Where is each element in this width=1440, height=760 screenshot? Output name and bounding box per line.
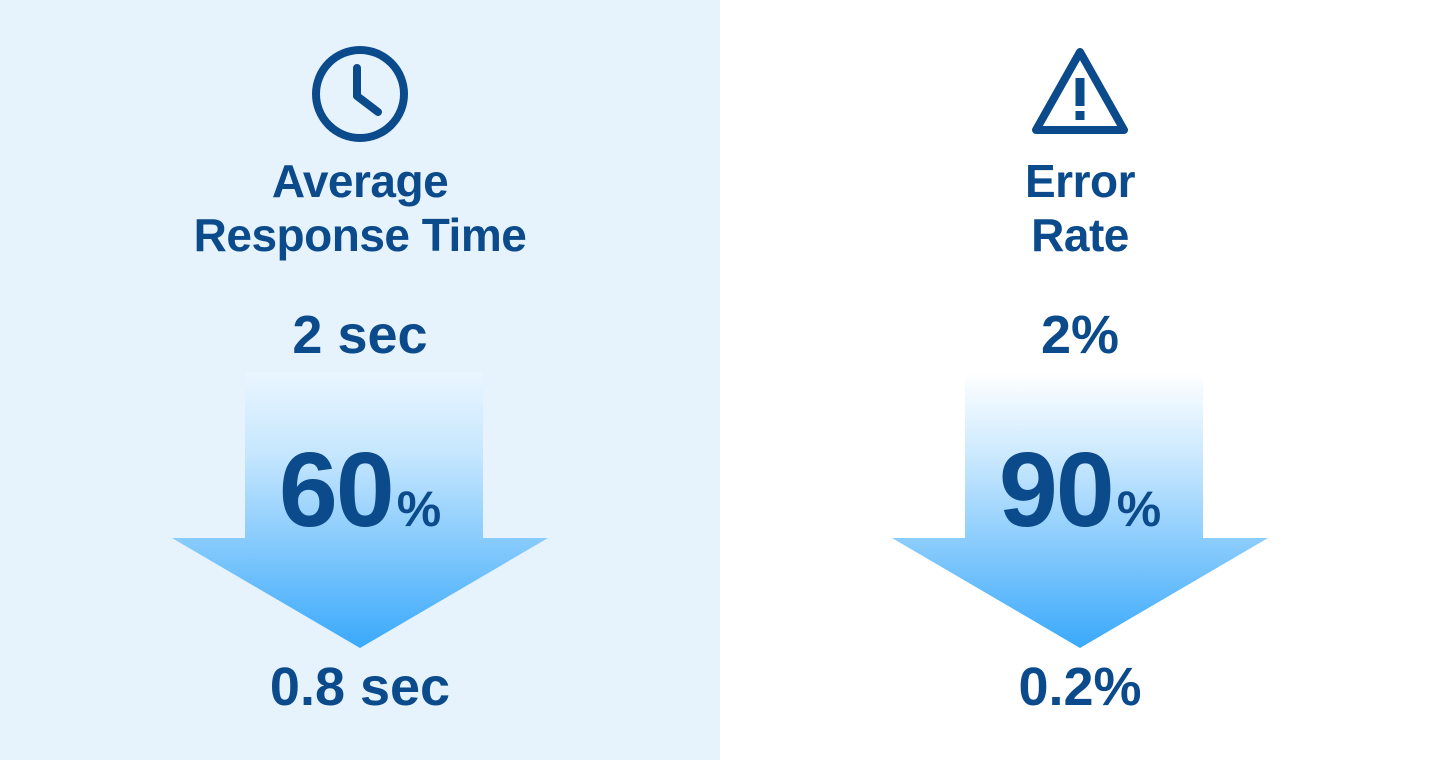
- metric-title-line-2: Rate: [1031, 209, 1129, 261]
- metric-title-line-1: Error: [1025, 155, 1135, 207]
- clock-icon: [310, 44, 410, 144]
- reduction-number: 90: [998, 431, 1115, 549]
- metric-title-line-1: Average: [271, 155, 449, 207]
- reduction-unit: %: [1116, 481, 1162, 537]
- reduction-unit: %: [396, 481, 442, 537]
- down-arrow-icon: [170, 372, 550, 650]
- response-time-panel: Average Response Time 2 sec 60% 0.8 sec: [0, 0, 720, 760]
- metric-title: Average Response Time: [0, 154, 720, 262]
- before-value: 2%: [1040, 305, 1120, 365]
- reduction-percentage: 60%: [0, 430, 720, 582]
- before-value: 2 sec: [292, 305, 428, 365]
- reduction-percentage: 90%: [720, 430, 1440, 582]
- error-rate-panel: Error Rate 2% 90% 0.2%: [720, 0, 1440, 760]
- metric-title: Error Rate: [720, 154, 1440, 262]
- metric-title-line-2: Response Time: [193, 209, 527, 261]
- warning-icon: [1030, 44, 1130, 144]
- down-arrow-icon: [890, 372, 1270, 650]
- after-value: 0.2%: [1018, 657, 1142, 717]
- reduction-number: 60: [278, 431, 395, 549]
- after-value: 0.8 sec: [269, 657, 451, 717]
